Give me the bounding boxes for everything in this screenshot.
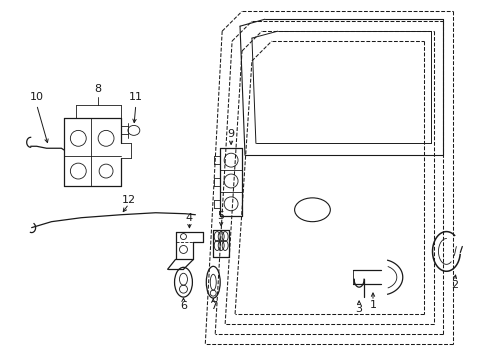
Text: 12: 12 — [122, 195, 136, 205]
Text: 5: 5 — [217, 211, 224, 221]
Text: 3: 3 — [355, 304, 362, 314]
Text: 4: 4 — [185, 213, 193, 223]
Text: 11: 11 — [128, 92, 142, 102]
Text: 1: 1 — [369, 300, 376, 310]
Text: 2: 2 — [450, 280, 457, 290]
Text: 9: 9 — [227, 129, 234, 139]
Text: 7: 7 — [209, 301, 216, 311]
Text: 8: 8 — [94, 84, 102, 94]
Text: 10: 10 — [30, 92, 43, 102]
Text: 6: 6 — [180, 301, 186, 311]
